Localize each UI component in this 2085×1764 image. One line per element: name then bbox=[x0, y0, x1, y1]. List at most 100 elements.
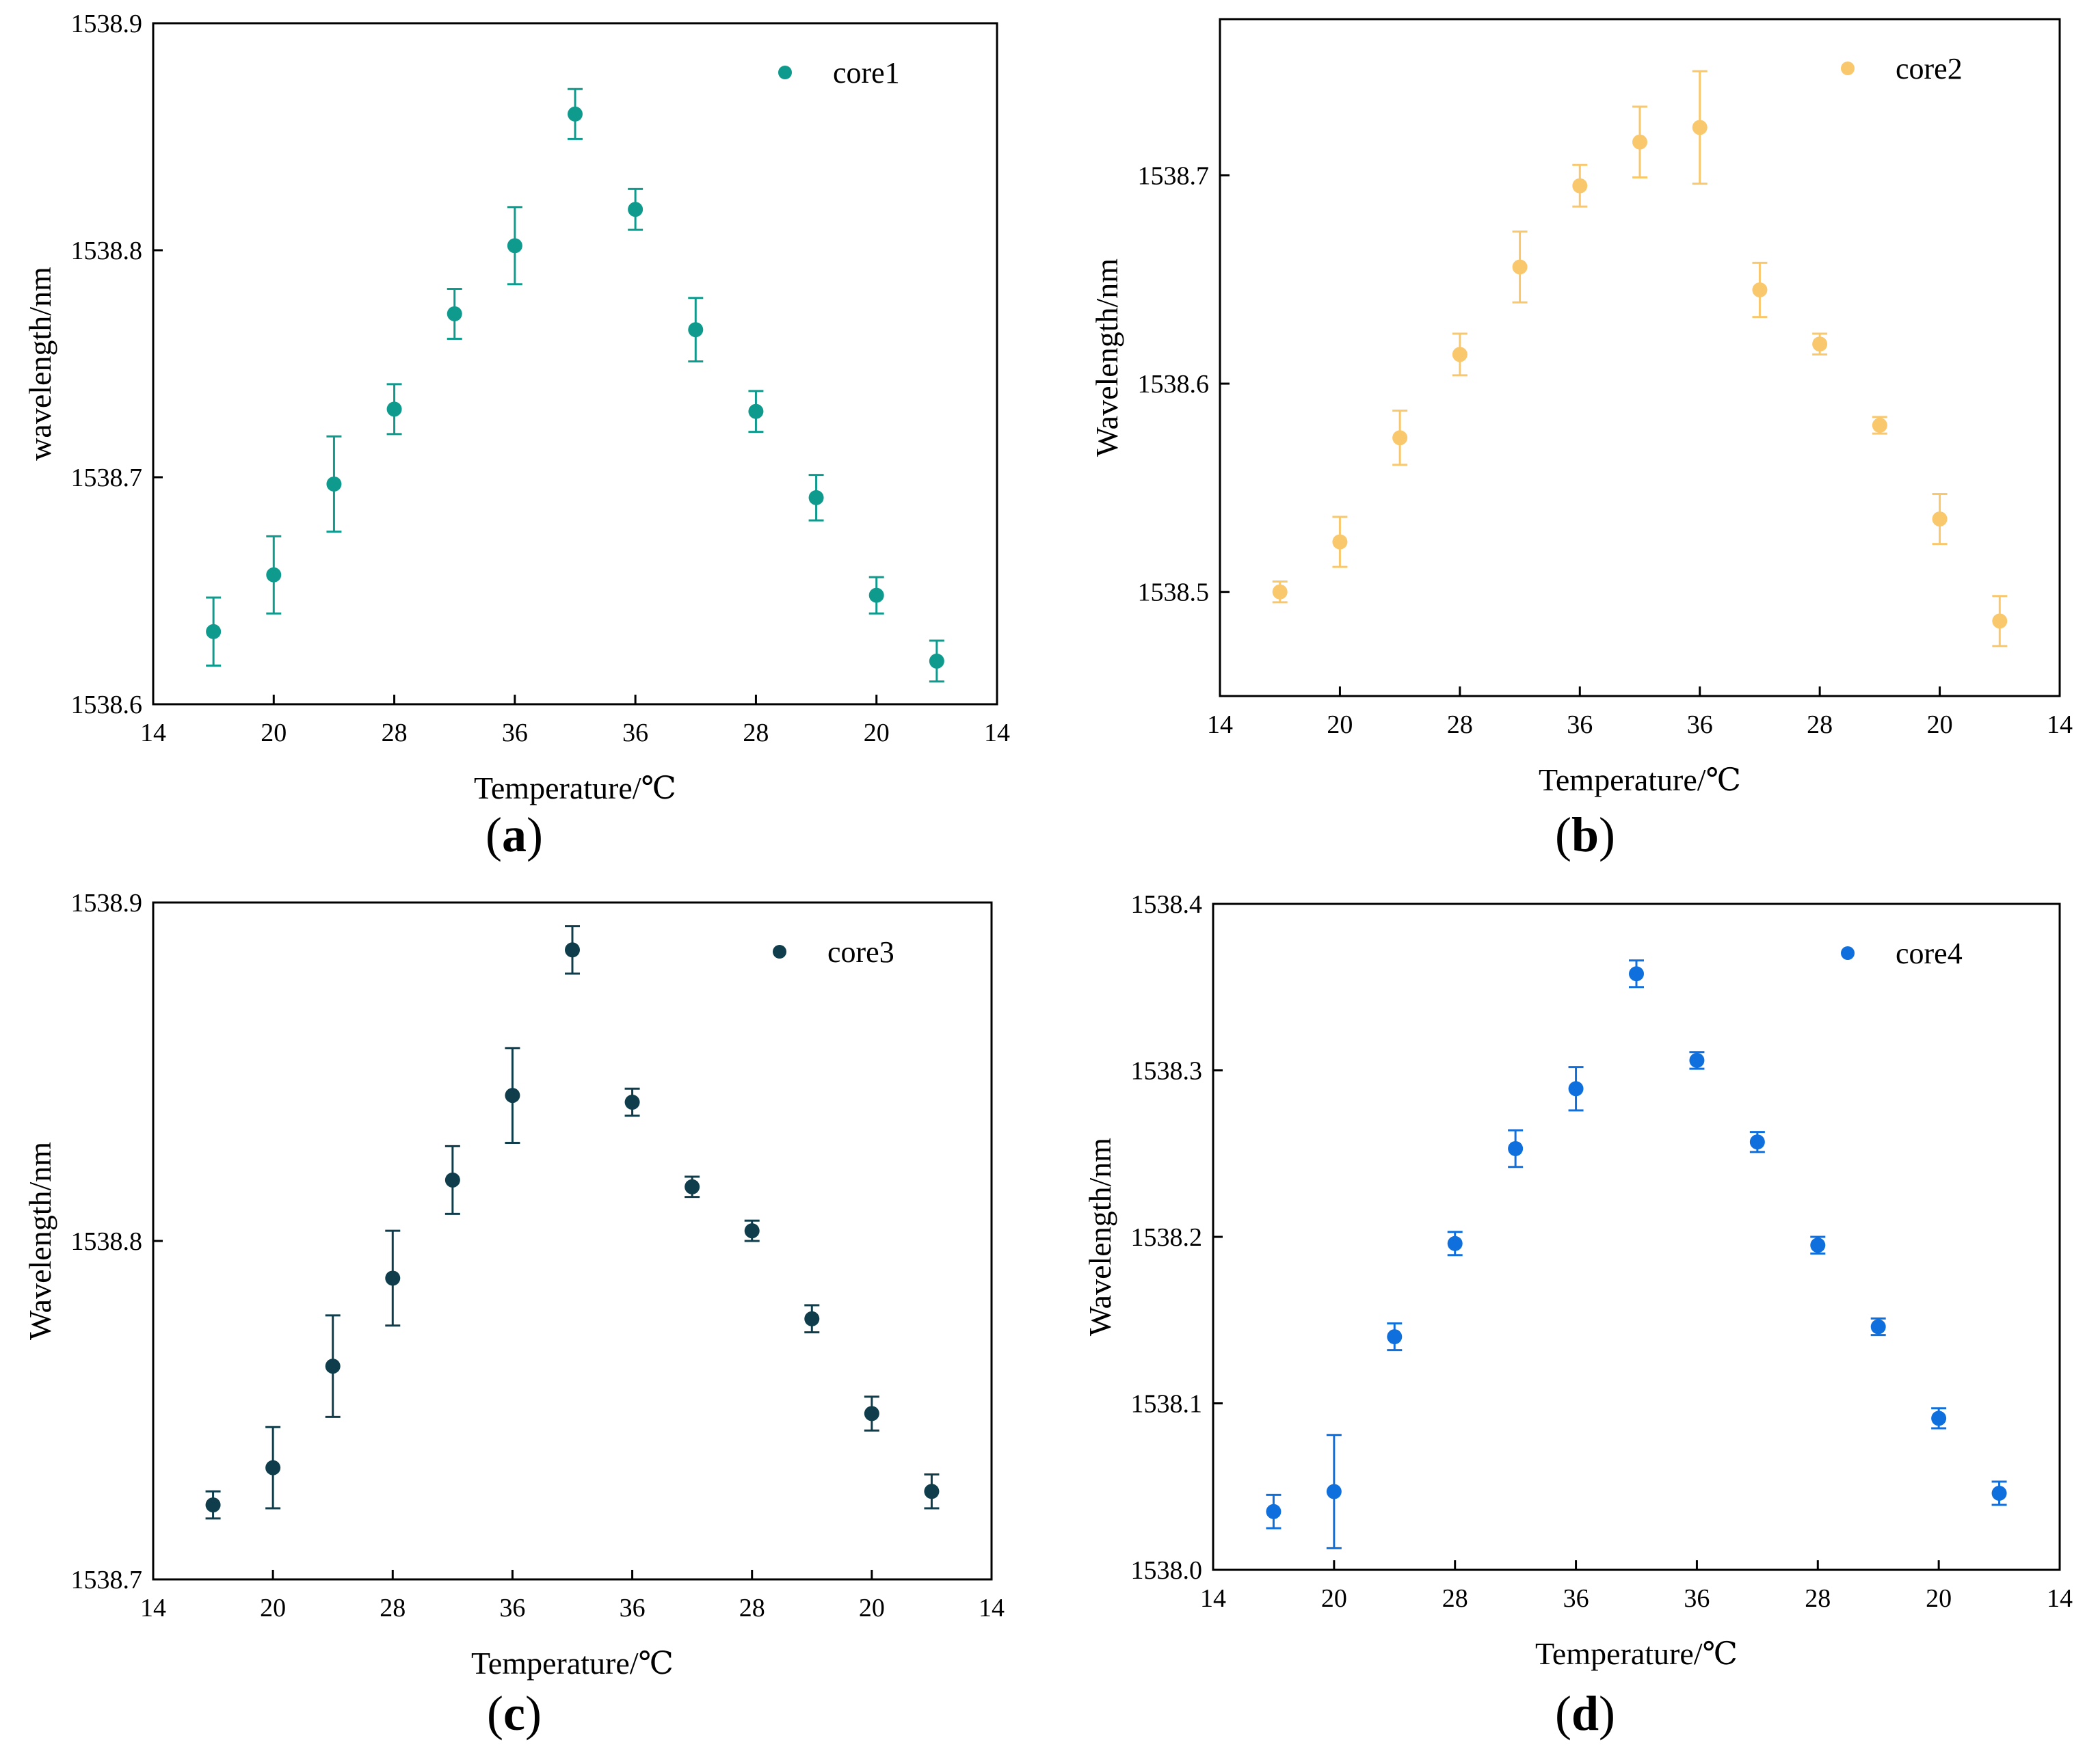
legend: core3 bbox=[773, 935, 894, 969]
data-marker bbox=[1872, 418, 1887, 433]
x-tick-label: 28 bbox=[743, 719, 769, 747]
x-tick-label: 36 bbox=[622, 719, 648, 747]
data-point-2 bbox=[265, 1426, 281, 1510]
data-marker bbox=[808, 490, 824, 505]
x-tick-label: 36 bbox=[1684, 1584, 1710, 1613]
x-axis-title: Temperature/℃ bbox=[1539, 762, 1741, 797]
data-point-4 bbox=[1447, 1231, 1463, 1257]
data-point-12 bbox=[864, 1395, 879, 1432]
data-point-9 bbox=[685, 1175, 700, 1199]
data-point-10 bbox=[1810, 1235, 1826, 1255]
panel-label: (c) bbox=[487, 1686, 542, 1741]
x-tick-label: 28 bbox=[380, 1594, 406, 1622]
data-point-11 bbox=[1872, 416, 1887, 435]
data-marker bbox=[266, 567, 282, 583]
data-point-8 bbox=[1692, 70, 1708, 185]
y-tick-label: 1538.7 bbox=[71, 1566, 143, 1594]
data-marker bbox=[1810, 1238, 1826, 1253]
data-point-1 bbox=[1272, 580, 1288, 604]
x-axis-title: Temperature/℃ bbox=[1535, 1636, 1738, 1671]
data-point-2 bbox=[266, 535, 282, 615]
data-marker bbox=[924, 1484, 940, 1499]
x-tick-label: 36 bbox=[1563, 1584, 1589, 1613]
x-tick-label: 20 bbox=[261, 719, 287, 747]
data-point-4 bbox=[385, 1229, 401, 1327]
data-marker bbox=[1508, 1140, 1524, 1156]
x-tick-label: 14 bbox=[979, 1594, 1005, 1622]
data-point-8 bbox=[1689, 1051, 1705, 1070]
chart-panel-d: 14 20 28 36 36 28 20 141538.01538.11538.21538.3… bbox=[1083, 890, 2073, 1741]
x-tick-label: 28 bbox=[1442, 1584, 1468, 1613]
data-point-5 bbox=[447, 287, 462, 340]
data-marker bbox=[1326, 1484, 1342, 1499]
y-tick-label: 1538.9 bbox=[71, 889, 143, 918]
data-marker bbox=[386, 401, 402, 417]
x-tick-label: 14 bbox=[140, 1594, 166, 1622]
data-marker bbox=[804, 1311, 820, 1326]
y-tick-label: 1538.9 bbox=[71, 10, 143, 38]
y-tick-label: 1538.1 bbox=[1131, 1390, 1203, 1419]
legend-marker bbox=[773, 945, 786, 959]
legend-label: core2 bbox=[1896, 52, 1963, 85]
legend-marker bbox=[778, 66, 792, 79]
data-point-3 bbox=[326, 435, 342, 533]
x-tick-label: 14 bbox=[984, 719, 1010, 747]
x-tick-label: 36 bbox=[1567, 710, 1593, 739]
data-marker bbox=[1392, 430, 1408, 446]
y-tick-label: 1538.5 bbox=[1138, 578, 1210, 607]
y-tick-label: 1538.2 bbox=[1131, 1223, 1203, 1252]
data-marker bbox=[744, 1223, 760, 1239]
data-point-13 bbox=[924, 1473, 940, 1510]
data-point-10 bbox=[1812, 332, 1828, 356]
data-marker bbox=[1629, 966, 1644, 982]
data-point-8 bbox=[628, 187, 643, 231]
y-tick-label: 1538.6 bbox=[71, 691, 143, 719]
data-marker bbox=[685, 1179, 700, 1194]
x-tick-label: 20 bbox=[1321, 1584, 1347, 1613]
data-marker bbox=[929, 653, 944, 669]
data-marker bbox=[505, 1088, 520, 1104]
data-marker bbox=[206, 624, 222, 639]
x-tick-label: 36 bbox=[499, 1594, 525, 1622]
data-point-12 bbox=[1931, 1407, 1947, 1430]
data-point-1 bbox=[1266, 1493, 1281, 1529]
legend: core2 bbox=[1841, 52, 1963, 85]
data-marker bbox=[1870, 1319, 1886, 1335]
y-axis-title: Wavelength/nm bbox=[23, 1142, 57, 1340]
data-point-4 bbox=[1452, 332, 1468, 377]
legend: core4 bbox=[1841, 937, 1963, 970]
x-tick-label: 28 bbox=[1805, 1584, 1831, 1613]
panel-label: (d) bbox=[1555, 1686, 1615, 1741]
x-tick-label: 28 bbox=[1807, 710, 1833, 739]
plot-frame bbox=[152, 901, 993, 1581]
data-marker bbox=[507, 238, 522, 254]
plot-frame bbox=[1212, 903, 2061, 1571]
data-point-13 bbox=[1992, 595, 2008, 647]
data-point-7 bbox=[565, 925, 580, 975]
plot-frame bbox=[152, 22, 998, 706]
x-axis-title: Temperature/℃ bbox=[471, 1646, 674, 1681]
data-point-13 bbox=[1991, 1480, 2007, 1506]
legend-marker bbox=[1841, 946, 1855, 960]
data-marker bbox=[1931, 1411, 1947, 1426]
chart-panel-a: 14 20 28 36 36 28 20 141538.61538.71538.81538.9… bbox=[23, 10, 1010, 862]
data-marker bbox=[628, 202, 643, 217]
data-marker bbox=[1632, 134, 1647, 150]
x-tick-label: 20 bbox=[1327, 710, 1353, 739]
data-marker bbox=[748, 403, 764, 419]
x-tick-label: 36 bbox=[502, 719, 528, 747]
data-marker bbox=[1991, 1485, 2007, 1501]
x-axis-title: Temperature/℃ bbox=[474, 771, 676, 805]
y-axis-title: Wavelength/nm bbox=[1083, 1138, 1117, 1336]
data-point-9 bbox=[1752, 261, 1768, 319]
data-marker bbox=[868, 587, 884, 603]
data-marker bbox=[1932, 511, 1948, 527]
data-point-11 bbox=[808, 474, 824, 522]
data-point-5 bbox=[1508, 1129, 1524, 1168]
x-tick-label: 20 bbox=[859, 1594, 885, 1622]
data-marker bbox=[568, 106, 583, 122]
data-marker bbox=[1272, 584, 1288, 600]
legend: core1 bbox=[778, 56, 900, 90]
y-tick-label: 1538.6 bbox=[1138, 370, 1210, 399]
data-marker bbox=[1752, 282, 1768, 297]
